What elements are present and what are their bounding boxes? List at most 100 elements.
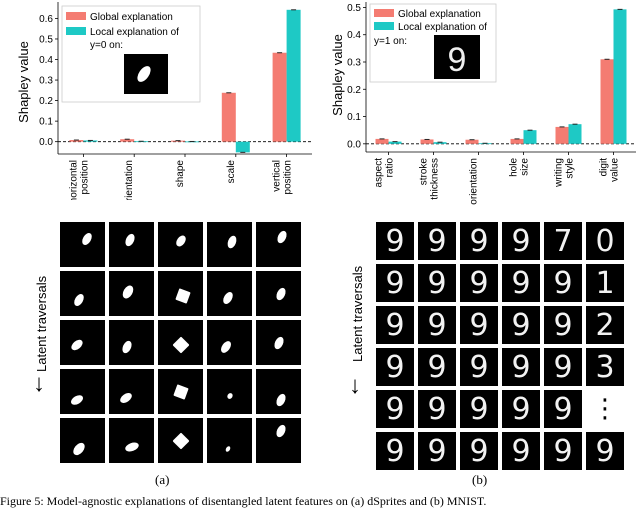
y-tick-label: 0.2 [347,85,361,96]
legend-b-sample-image [434,35,480,79]
traversal-cell [207,369,252,414]
bar-global [555,126,569,144]
digit-cell: 9 [460,432,498,470]
digit-cell: 9 [376,306,414,344]
ellipse-sprite-icon [225,234,238,249]
down-arrow-icon-b: ↓ [349,372,361,399]
digit-glyph: 9 [469,433,489,469]
digit-glyph: 9 [469,223,489,259]
traversal-cell [207,418,252,463]
digit-cell: 9 [460,390,498,428]
legend-a-local-label: Local explanation of [90,27,179,38]
chart-a-legend: Global explanation Local explanation of … [61,5,201,103]
digit-cell: 9 [418,306,456,344]
legend-a-local-label-2: y=0 on: [90,40,123,51]
ellipse-sprite-icon [79,230,94,247]
dsprites-traversal-grid [60,222,301,463]
digit-glyph: 9 [385,349,405,385]
digit-glyph: 7 [553,223,573,259]
digit-cell: 9 [460,348,498,386]
bar-local [235,141,250,153]
digit-cell: 9 [544,264,582,302]
bar-global [420,139,434,144]
traversal-cell [256,418,301,463]
bar-local [286,9,301,142]
legend-a-global-swatch [66,12,86,20]
y-tick-label: 0.0 [347,139,361,150]
digit-glyph: 9 [469,307,489,343]
digit-glyph: 9 [427,223,447,259]
x-tick-label: orientation [124,160,135,200]
x-tick-label: aspectratio [374,158,396,188]
latent-traversals-label-a: Latent traversals [34,275,49,372]
chart-b-axes [365,2,636,153]
diamond-sprite-icon [172,336,189,353]
x-tick-label: horizontalposition [68,160,90,200]
traversal-cell [207,222,252,267]
digit-glyph: 9 [469,391,489,427]
y-tick-label: 0.2 [39,96,53,107]
digit-cell: 9 [418,264,456,302]
digit-glyph: 9 [553,307,573,343]
digit-glyph: 9 [553,265,573,301]
x-tick-label: writingstyle [554,158,576,188]
ellipse-sprite-icon [220,289,235,306]
x-tick-label: orientation [469,158,480,205]
digit-cell: 9 [502,222,540,260]
y-tick-label: 0.5 [347,3,361,14]
traversal-cell [60,369,105,414]
square-sprite-icon [174,287,191,304]
panel-label-b: (b) [472,472,488,487]
y-tick-label: 0.4 [347,30,361,41]
down-arrow-icon-a: ↓ [33,370,45,397]
digit-cell: 1 [586,264,624,302]
digit-cell: 9 [376,432,414,470]
bar-global [510,138,524,144]
bar-global [221,92,236,142]
digit-cell: 9 [418,348,456,386]
digit-glyph: 9 [427,433,447,469]
ellipse-sprite-icon [117,390,134,405]
digit-glyph: 9 [385,265,405,301]
legend-b-global-label: Global explanation [398,9,481,20]
bar-global [600,59,614,144]
bar-local [523,130,537,144]
digit-cell: 9 [502,348,540,386]
digit-glyph: 9 [511,391,531,427]
ellipse-sprite-icon [274,285,287,302]
digit-glyph: 9 [385,223,405,259]
digit-cell: 9 [502,264,540,302]
y-tick-label: 0.6 [39,14,53,25]
digit-cell: 9 [544,348,582,386]
digit-glyph: 9 [385,391,405,427]
ellipse-sprite-icon [68,337,85,352]
bar-global [375,138,389,144]
panel-label-a: (a) [155,472,170,487]
digit-glyph: 9 [553,391,573,427]
y-tick-label: 0.5 [39,34,53,45]
ellipse-sprite-icon [68,392,85,407]
sample-digit-icon: 9 [448,41,467,79]
ellipse-sprite-icon [123,440,140,453]
bar-global [465,139,479,144]
bar-local [388,141,402,144]
x-tick-label: verticalposition [272,160,294,194]
ellipse-sprite-icon [71,291,86,308]
digit-cell: 9 [502,390,540,428]
ellipsis-cell: ⋮ [586,390,624,428]
ellipse-sprite-icon [120,283,135,300]
digit-cell: 2 [586,306,624,344]
traversal-cell [207,320,252,365]
traversal-cell [158,320,203,365]
bar-global [171,140,185,142]
digit-glyph: 9 [469,265,489,301]
digit-cell: 7 [544,222,582,260]
x-tick-label: shape [175,160,186,188]
ellipsis-icon: ⋮ [592,394,618,424]
traversal-cell [158,418,203,463]
ellipse-sprite-icon [225,391,234,400]
traversal-cell [256,320,301,365]
legend-b-local-label-2: y=1 on: [374,36,407,47]
y-tick-label: 0.3 [39,76,53,87]
ellipse-sprite-icon [275,228,288,245]
